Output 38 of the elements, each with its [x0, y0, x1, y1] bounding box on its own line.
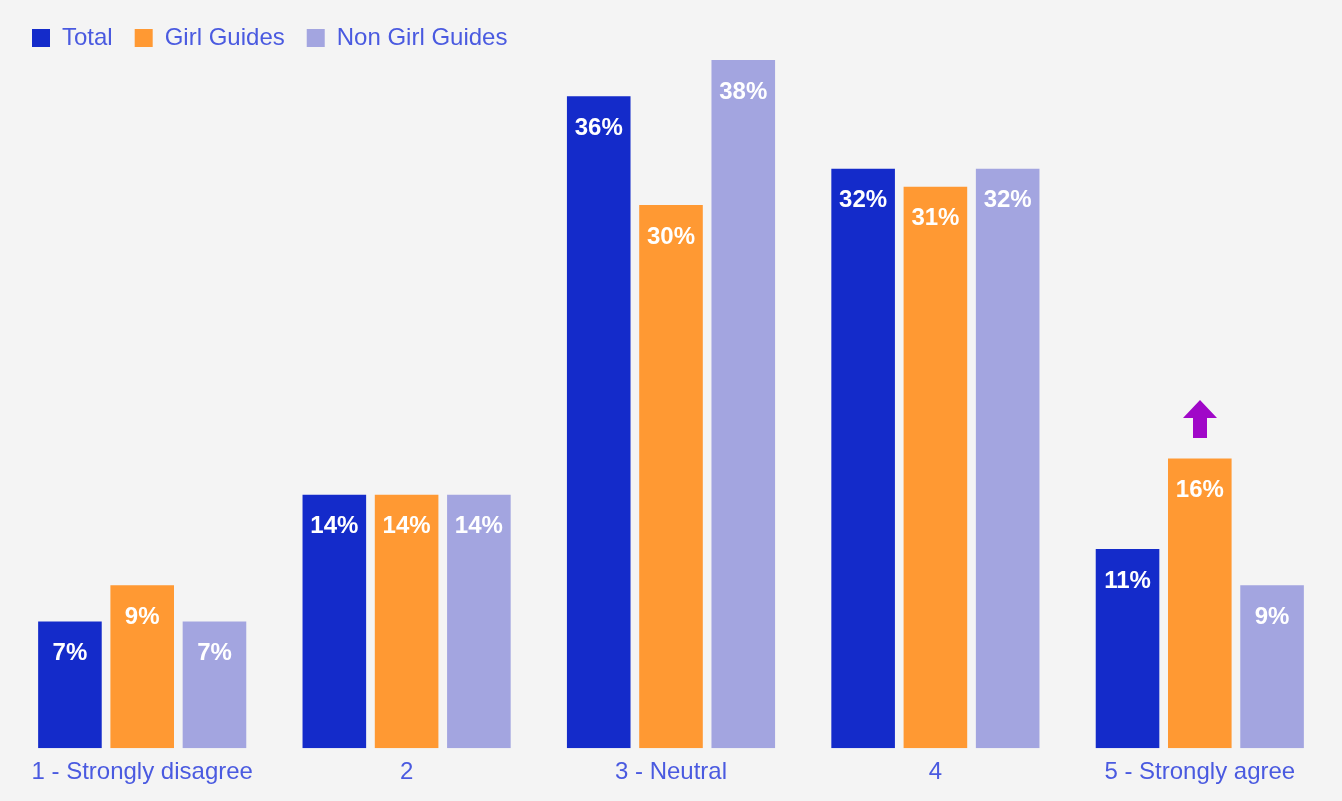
data-label: 36% [574, 112, 623, 140]
data-label: 14% [382, 511, 431, 539]
x-tick-label: 1 - Strongly disagree [31, 757, 253, 785]
x-tick-label: 5 - Strongly agree [1104, 757, 1296, 785]
data-label: 32% [983, 185, 1032, 213]
bar [1095, 548, 1160, 749]
bar [566, 96, 631, 749]
legend-label: Girl Guides [164, 22, 285, 50]
data-label: 14% [454, 511, 503, 539]
bar [374, 494, 439, 749]
data-label: 31% [911, 203, 960, 231]
legend-label: Total [62, 22, 113, 50]
data-label: 32% [839, 185, 888, 213]
data-label: 30% [646, 221, 696, 249]
x-tick-label: 2 [399, 757, 414, 785]
x-tick-label: 4 [928, 757, 943, 785]
bar [302, 494, 367, 749]
legend-label: Non Girl Guides [336, 22, 508, 50]
data-label: 14% [310, 511, 359, 539]
bar [447, 494, 511, 749]
data-label: 11% [1104, 565, 1151, 593]
bar [1240, 585, 1304, 749]
bar [711, 60, 776, 749]
bar [903, 186, 968, 749]
bar [1168, 458, 1232, 749]
data-label: 16% [1175, 475, 1224, 503]
bar [182, 621, 247, 749]
x-tick-label: 3 - Neutral [614, 757, 728, 785]
bar [831, 168, 895, 749]
data-label: 9% [1254, 601, 1290, 629]
bar [38, 621, 102, 749]
bar [110, 585, 174, 749]
data-label: 7% [52, 638, 88, 666]
bar [639, 204, 703, 749]
data-label: 9% [124, 601, 160, 629]
bar [975, 168, 1040, 749]
data-label: 7% [197, 638, 232, 666]
data-label: 38% [719, 76, 768, 104]
